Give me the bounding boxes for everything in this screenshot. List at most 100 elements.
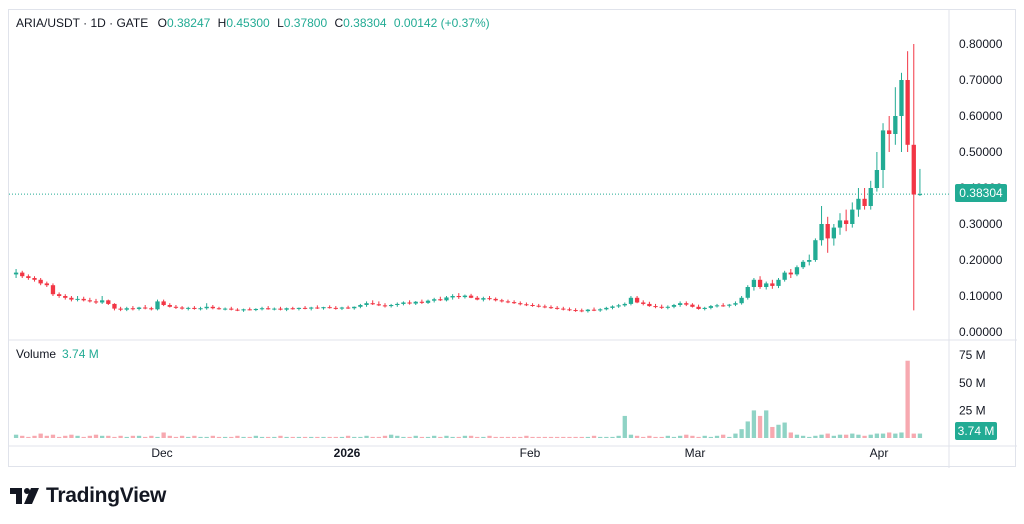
candle-body [266,308,271,310]
volume-bar [216,436,222,438]
volume-bar [106,435,111,438]
volume-bar [782,422,787,438]
candle-body [751,279,757,287]
volume-bar [653,436,658,438]
volume-bar [124,436,129,438]
volume-bar [241,436,246,438]
candle-body [745,287,750,298]
volume-bar [173,436,179,438]
low-value: 0.37800 [283,16,328,30]
volume-bar [499,436,504,438]
candle-body [44,283,49,286]
volume-bar [487,435,492,438]
candle-body [130,308,136,310]
candle-body [388,305,394,307]
volume-bar [413,435,418,438]
candle-body [573,310,578,312]
volume-bar [229,436,234,438]
volume-bar [874,433,880,438]
volume-bar [296,436,302,438]
volume-bar [20,435,25,438]
volume-bar [794,434,800,438]
candle-body [13,272,19,275]
candle-body [143,307,148,309]
volume-bar [800,435,806,438]
candle-body [696,306,701,309]
tradingview-logo[interactable]: TradingView [10,484,166,508]
candle-body [241,309,246,311]
volume-bar [118,435,123,438]
candle-body [671,305,677,307]
volume-bar [13,434,19,438]
volume-bar [81,436,86,438]
candle-body [38,279,43,284]
close-label: C [334,16,344,30]
time-tick-label: Mar [685,446,706,460]
candle-body [837,220,843,228]
volume-bar [585,436,591,438]
volume-bar [253,435,259,438]
candle-body [401,302,406,304]
candle-body [358,305,363,307]
candle-body [112,303,117,309]
volume-bar [555,436,560,438]
volume-bar [259,436,265,438]
price-tick-label: 0.30000 [959,217,1003,231]
candle-body [776,279,781,286]
candle-body [327,307,332,309]
candle-body [450,296,455,298]
candle-body [727,304,732,306]
volume-bar [345,435,351,438]
volume-bar [198,436,203,438]
volume-bar [917,433,923,438]
volume-bar [69,434,74,438]
volume-bar [370,436,375,438]
candle-body [167,305,172,307]
candle-body [899,80,904,116]
price-tick-label: 0.00000 [959,325,1003,339]
candle-body [407,302,412,304]
volume-bar [634,435,640,438]
price-tick-label: 0.10000 [959,289,1003,303]
volume-bar [38,433,43,438]
volume-bar [462,435,468,438]
candle-body [536,305,541,307]
volume-bar [880,433,886,438]
volume-bar [536,436,541,438]
volume-bar [290,436,295,438]
volume-bar [395,435,400,438]
candle-body [155,301,160,310]
volume-bar [419,436,425,438]
volume-bar [444,435,449,438]
volume-bar [702,435,707,438]
candle-body [493,298,498,301]
candle-body [505,301,511,303]
candle-body [585,309,591,312]
volume-bar [204,436,209,438]
volume-bar [622,415,627,438]
volume-bar [468,435,474,438]
volume-bar [50,434,56,438]
candle-body [296,307,302,309]
candle-body [788,272,793,275]
volume-bar [887,432,892,438]
volume-bar [813,435,818,438]
candle-body [702,307,707,309]
candle-body [770,283,775,286]
volume-bar [714,435,720,438]
volume-bar [93,434,99,438]
volume-bar [192,435,197,438]
volume-bar [186,436,191,438]
volume-bar [850,433,855,438]
candle-body [868,188,873,206]
chart-canvas[interactable]: 0.800000.700000.600000.500000.400000.300… [9,10,1017,468]
volume-bar [807,436,812,438]
candle-body [345,307,351,309]
volume-bar [518,436,523,438]
volume-bar [315,436,320,438]
candle-body [186,307,191,309]
candle-body [653,306,658,308]
candle-body [81,298,86,301]
volume-bar [222,436,228,438]
volume-bar [130,435,136,438]
